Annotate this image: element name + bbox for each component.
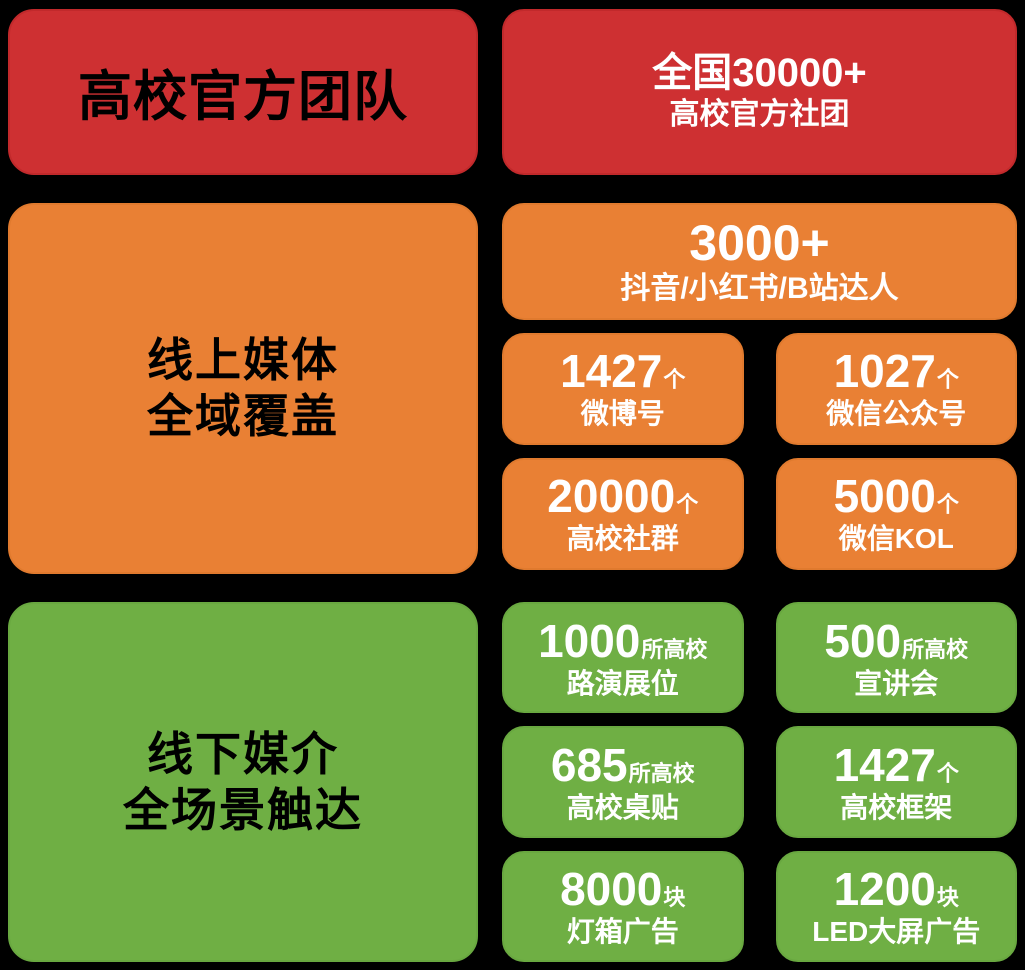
section-orange-title-line2: 全域覆盖: [147, 390, 339, 443]
stat-row-weibo-wechat: 1427 个 微博号 1027 个 微信公众号: [502, 332, 1017, 445]
stat-card-number: 685: [550, 739, 628, 792]
stat-card-number: 5000: [833, 470, 936, 523]
stat-card-unit: 个: [676, 492, 699, 518]
stat-card-value: 685 所高校: [551, 741, 695, 790]
stat-row-desk-frame: 685 所高校 高校桌贴 1427 个 高校框架: [502, 726, 1017, 838]
stat-card-campus-groups[interactable]: 20000 个 高校社群: [502, 457, 744, 570]
stat-card-value: 1027 个: [834, 347, 959, 396]
stat-card-value: 1000 所高校: [538, 617, 707, 666]
section-red-panel: 高校官方团队: [8, 9, 478, 175]
stat-card-label: 高校社群: [566, 523, 679, 555]
stat-card-unit: 个: [936, 492, 959, 518]
stat-card-campus-frame[interactable]: 1427 个 高校框架: [775, 726, 1017, 838]
stat-card-info-session[interactable]: 500 所高校 宣讲会: [775, 602, 1017, 714]
stat-card-label: 高校框架: [840, 791, 953, 823]
stat-card-number: 8000: [560, 863, 663, 916]
stat-card-number: 1427: [560, 345, 663, 398]
section-green-title-line1: 线下媒介: [147, 728, 339, 780]
stat-row-roadshow-seminar: 1000 所高校 路演展位 500 所高校 宣讲会: [502, 602, 1017, 714]
stat-card-label: 抖音/小红书/B站达人: [620, 271, 899, 305]
stat-card-number: 1000: [538, 614, 641, 667]
stat-card-value: 1427 个: [560, 347, 685, 396]
section-red-title: 高校官方团队: [78, 67, 408, 128]
stat-card-label: 高校官方社团: [669, 97, 850, 131]
section-orange-title-line1: 线上媒体: [147, 334, 339, 387]
stat-card-desk-sticker[interactable]: 685 所高校 高校桌贴: [502, 726, 744, 838]
stat-card-unit: 个: [936, 367, 959, 393]
stat-card-value: 8000 块: [560, 865, 685, 914]
section-orange-stats: 3000+ 抖音/小红书/B站达人 1427 个 微博号 1027 个: [502, 202, 1017, 575]
stat-card-value: 全国30000+: [652, 51, 867, 96]
stat-card-value: 1427 个: [834, 741, 959, 790]
stat-card-unit: 所高校: [641, 636, 708, 662]
section-university-official-team: 高校官方团队 全国30000+ 高校官方社团: [8, 9, 1017, 175]
section-green-title: 线下媒介 全场景触达: [123, 726, 363, 838]
stat-card-unit: 个: [936, 761, 959, 787]
stat-card-number: 1200: [833, 863, 936, 916]
stat-card-number: 500: [824, 614, 902, 667]
stat-card-roadshow-booth[interactable]: 1000 所高校 路演展位: [502, 602, 744, 714]
section-green-title-line2: 全场景触达: [123, 784, 363, 837]
stat-row-groups-kol: 20000 个 高校社群 5000 个 微信KOL: [502, 457, 1017, 570]
stat-card-number: 3000+: [689, 214, 830, 271]
stat-card-unit: 所高校: [628, 761, 695, 787]
stat-card-label: 微信公众号: [826, 398, 967, 430]
stat-card-unit: 块: [936, 885, 959, 911]
stat-card-value: 500 所高校: [824, 617, 968, 666]
stat-card-wechat-kol[interactable]: 5000 个 微信KOL: [775, 457, 1017, 570]
stat-card-label: 高校桌贴: [566, 791, 679, 823]
stat-card-value: 20000 个: [547, 472, 698, 521]
stat-card-label: 微信KOL: [838, 523, 954, 555]
section-orange-panel: 线上媒体 全域覆盖: [8, 202, 478, 575]
stat-card-number: 1027: [833, 345, 936, 398]
stat-card-unit: 个: [663, 367, 686, 393]
section-offline-media: 线下媒介 全场景触达 1000 所高校 路演展位 500 所高校: [8, 602, 1017, 963]
stat-card-university-clubs[interactable]: 全国30000+ 高校官方社团: [502, 9, 1017, 175]
stat-card-kol-influencers[interactable]: 3000+ 抖音/小红书/B站达人: [502, 202, 1017, 320]
stat-card-label: 灯箱广告: [566, 916, 679, 948]
stat-card-label: 路演展位: [566, 667, 679, 699]
stat-card-value: 1200 块: [834, 865, 959, 914]
stat-card-lightbox-ad[interactable]: 8000 块 灯箱广告: [502, 850, 744, 963]
stat-card-unit: 所高校: [902, 636, 969, 662]
stat-card-label: 宣讲会: [854, 667, 939, 699]
section-green-stats: 1000 所高校 路演展位 500 所高校 宣讲会 685: [502, 602, 1017, 963]
stat-card-wechat-official-accounts[interactable]: 1027 个 微信公众号: [775, 332, 1017, 445]
stat-card-weibo-accounts[interactable]: 1427 个 微博号: [502, 332, 744, 445]
stat-row-lightbox-led: 8000 块 灯箱广告 1200 块 LED大屏广告: [502, 850, 1017, 963]
stat-card-number: 20000: [547, 470, 676, 523]
stat-card-unit: 块: [663, 885, 686, 911]
section-red-stats: 全国30000+ 高校官方社团: [502, 9, 1017, 175]
section-online-media: 线上媒体 全域覆盖 3000+ 抖音/小红书/B站达人 1427 个 微博号: [8, 202, 1017, 575]
stat-card-value: 5000 个: [834, 472, 959, 521]
stat-card-label: 微博号: [580, 398, 665, 430]
stat-card-number: 1427: [833, 739, 936, 792]
section-green-panel: 线下媒介 全场景触达: [8, 602, 478, 963]
stat-card-value: 3000+: [689, 214, 830, 271]
stat-card-led-screen-ad[interactable]: 1200 块 LED大屏广告: [775, 850, 1017, 963]
stat-card-label: LED大屏广告: [812, 916, 981, 948]
section-orange-title: 线上媒体 全域覆盖: [147, 332, 339, 444]
